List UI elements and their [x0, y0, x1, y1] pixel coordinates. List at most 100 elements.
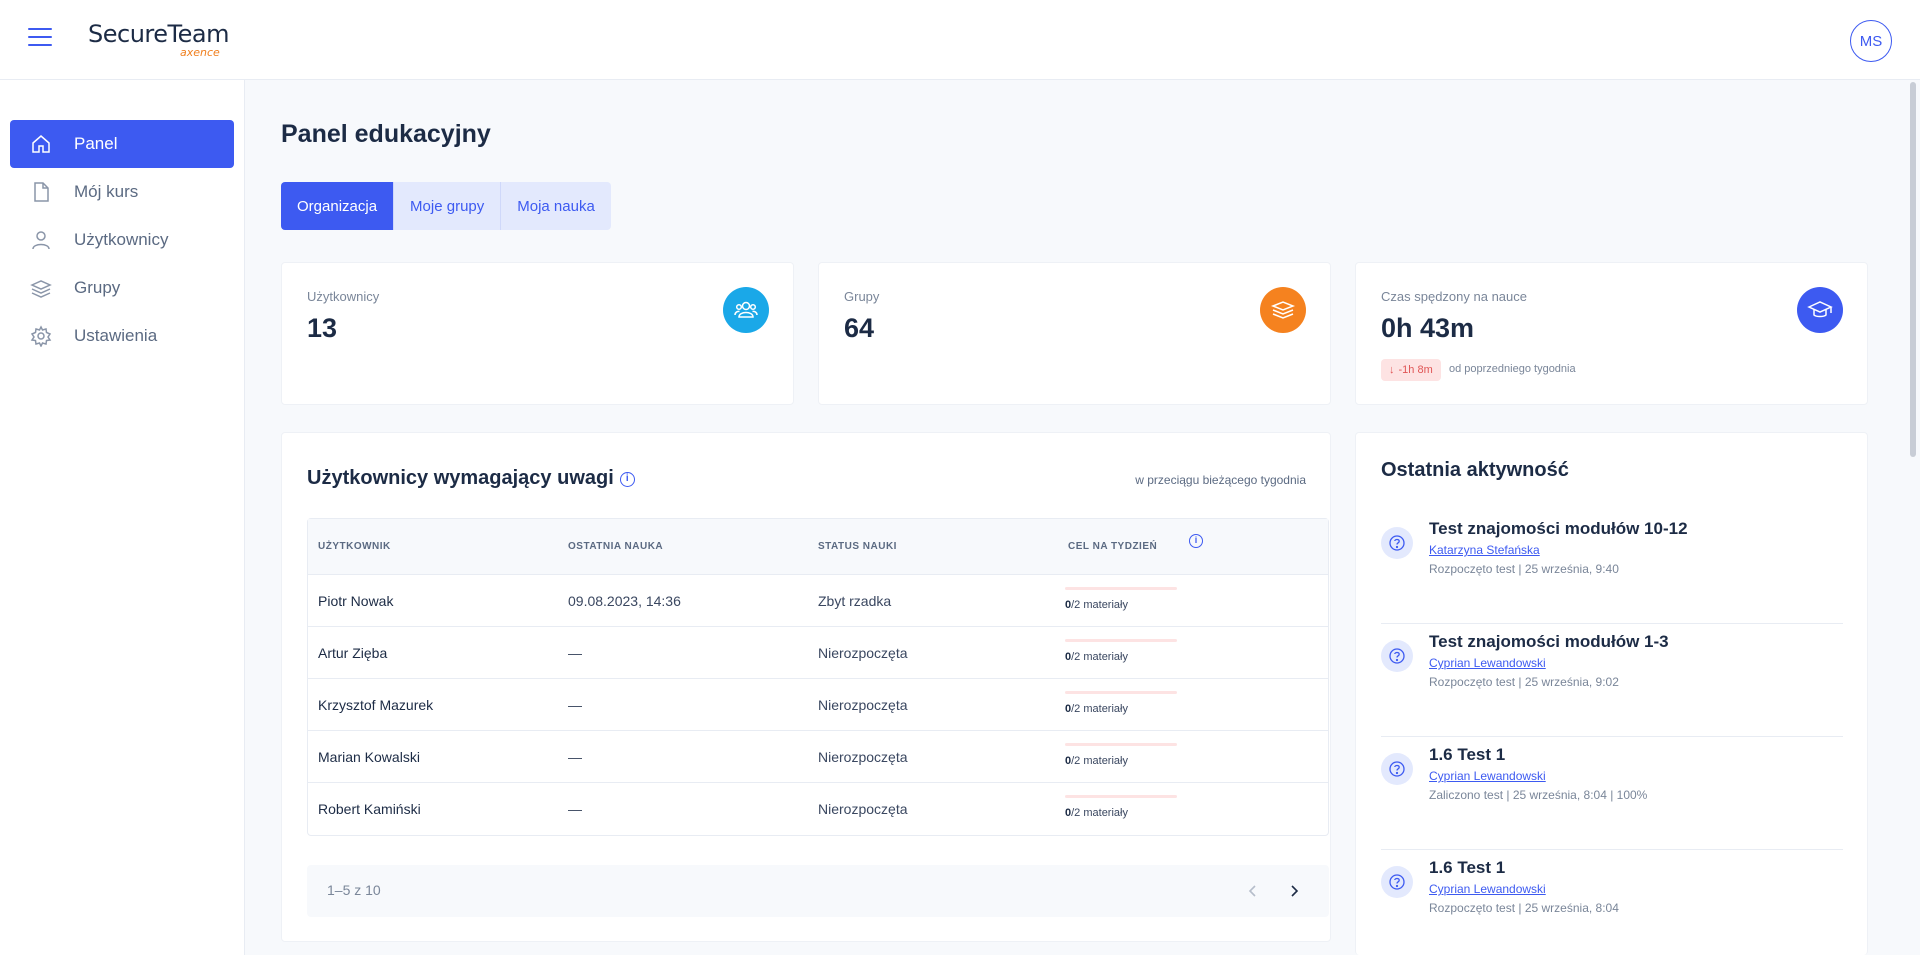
goal-done: 0: [1065, 755, 1072, 767]
sidebar-item-settings[interactable]: Ustawienia: [10, 312, 234, 360]
activity-meta: Rozpoczęto test | 25 września, 9:02: [1429, 675, 1619, 689]
stat-value: 0h 43m: [1381, 313, 1475, 343]
goal-total: /2 materiały: [1071, 651, 1128, 663]
cell-status: Nierozpoczęta: [818, 697, 908, 713]
tab-my-groups[interactable]: Moje grupy: [394, 182, 502, 230]
attention-card: Użytkownicy wymagający uwagi i w przeciąg…: [281, 432, 1331, 942]
goal-progress-bar: [1065, 743, 1177, 746]
users-icon: [723, 287, 769, 333]
cell-last-learning: —: [568, 645, 582, 661]
top-bar: SecureTeam axence MS: [0, 0, 1920, 80]
sidebar-item-users[interactable]: Użytkownicy: [10, 216, 234, 264]
activity-title-text: 1.6 Test 1: [1429, 745, 1506, 764]
table-row[interactable]: Marian Kowalski — Nierozpoczęta 0/2 mate…: [308, 731, 1328, 783]
activity-item: 1.6 Test 1 Cyprian Lewandowski Zaliczono…: [1381, 737, 1843, 850]
goal-total: /2 materiały: [1071, 703, 1128, 715]
info-icon[interactable]: i: [1189, 534, 1203, 548]
stat-value: 64: [844, 313, 875, 343]
sidebar-item-groups[interactable]: Grupy: [10, 264, 234, 312]
sidebar-item-my-course[interactable]: Mój kurs: [10, 168, 234, 216]
question-icon: [1381, 753, 1413, 785]
cell-status: Zbyt rzadka: [818, 593, 892, 609]
activity-meta: Rozpoczęto test | 25 września, 9:40: [1429, 562, 1619, 576]
logo-text: SecureTeam: [88, 20, 229, 48]
stat-card-groups: Grupy 64: [818, 262, 1331, 405]
layers-icon: [30, 277, 52, 299]
tab-organization[interactable]: Organizacja: [281, 182, 395, 230]
sidebar-item-label: Użytkownicy: [74, 230, 169, 249]
page-title: Panel edukacyjny: [281, 120, 491, 148]
goal-total: /2 materiały: [1071, 599, 1128, 611]
tab-my-learning[interactable]: Moja nauka: [501, 182, 611, 230]
delta-badge: ↓ -1h 8m: [1381, 359, 1441, 381]
attention-title: Użytkownicy wymagający uwagi: [307, 467, 614, 489]
cell-status: Nierozpoczęta: [818, 749, 908, 765]
goal-done: 0: [1065, 703, 1072, 715]
page-scrollbar[interactable]: [1910, 82, 1916, 457]
cell-user: Piotr Nowak: [318, 593, 394, 609]
activity-user-link[interactable]: Cyprian Lewandowski: [1429, 656, 1546, 670]
sidebar-item-panel[interactable]: Panel: [10, 120, 234, 168]
delta-note: od poprzedniego tygodnia: [1449, 363, 1576, 375]
activity-title: Ostatnia aktywność: [1381, 459, 1569, 481]
stat-label: Czas spędzony na nauce: [1381, 289, 1527, 304]
cell-status: Nierozpoczęta: [818, 801, 908, 817]
cell-goal: 0/2 materiały: [1065, 651, 1128, 663]
activity-user-link[interactable]: Cyprian Lewandowski: [1429, 882, 1546, 896]
pagination-text: 1–5 z 10: [327, 882, 381, 898]
question-icon: [1381, 866, 1413, 898]
table-header: UŻYTKOWNIK OSTATNIA NAUKA STATUS NAUKI C…: [308, 519, 1328, 575]
cell-user: Krzysztof Mazurek: [318, 697, 434, 713]
goal-total: /2 materiały: [1071, 755, 1128, 767]
goal-done: 0: [1065, 599, 1072, 611]
sidebar: Panel Mój kurs Użytkownicy Grupy Ustawie…: [0, 80, 245, 955]
arrow-down-icon: ↓: [1389, 364, 1395, 376]
attention-period: w przeciągu bieżącego tygodnia: [1135, 473, 1306, 487]
logo[interactable]: SecureTeam axence: [88, 20, 229, 60]
activity-title-text: Test znajomości modułów 10-12: [1429, 519, 1688, 538]
chevron-right-icon[interactable]: [1282, 879, 1306, 903]
activity-title-text: Test znajomości modułów 1-3: [1429, 632, 1669, 651]
attention-header: Użytkownicy wymagający uwagi i: [307, 467, 635, 490]
question-icon: [1381, 527, 1413, 559]
goal-done: 0: [1065, 651, 1072, 663]
column-header: CEL NA TYDZIEŃ: [1068, 541, 1158, 552]
cell-last-learning: —: [568, 749, 582, 765]
cell-goal: 0/2 materiały: [1065, 599, 1128, 611]
stat-label: Grupy: [844, 289, 880, 304]
cell-last-learning: —: [568, 801, 582, 817]
question-icon: [1381, 640, 1413, 672]
activity-item: Test znajomości modułów 1-3 Cyprian Lewa…: [1381, 624, 1843, 737]
stat-label: Użytkownicy: [307, 289, 380, 304]
activity-user-link[interactable]: Cyprian Lewandowski: [1429, 769, 1546, 783]
activity-user-link[interactable]: Katarzyna Stefańska: [1429, 543, 1540, 557]
user-icon: [30, 229, 52, 251]
logo-subtext: axence: [180, 46, 220, 59]
cell-user: Robert Kamiński: [318, 801, 421, 817]
activity-card: Ostatnia aktywność Test znajomości moduł…: [1355, 432, 1868, 955]
info-icon[interactable]: i: [619, 472, 635, 488]
column-header: UŻYTKOWNIK: [318, 541, 391, 552]
avatar[interactable]: MS: [1850, 20, 1892, 62]
home-icon: [30, 133, 52, 155]
table-row[interactable]: Piotr Nowak 09.08.2023, 14:36 Zbyt rzadk…: [308, 575, 1328, 627]
cell-last-learning: 09.08.2023, 14:36: [568, 593, 681, 609]
cell-status: Nierozpoczęta: [818, 645, 908, 661]
table-row[interactable]: Robert Kamiński — Nierozpoczęta 0/2 mate…: [308, 783, 1328, 835]
cell-user: Marian Kowalski: [318, 749, 420, 765]
layers-icon: [1260, 287, 1306, 333]
column-header: OSTATNIA NAUKA: [568, 541, 664, 552]
cell-user: Artur Zięba: [318, 645, 388, 661]
activity-title-text: 1.6 Test 1: [1429, 858, 1506, 877]
sidebar-item-label: Mój kurs: [74, 182, 139, 201]
menu-icon[interactable]: [28, 28, 52, 50]
table-row[interactable]: Krzysztof Mazurek — Nierozpoczęta 0/2 ma…: [308, 679, 1328, 731]
activity-item: Test znajomości modułów 10-12 Katarzyna …: [1381, 511, 1843, 624]
stat-card-learning-time: Czas spędzony na nauce 0h 43m ↓ -1h 8m o…: [1355, 262, 1868, 405]
chevron-left-icon[interactable]: [1241, 879, 1265, 903]
gear-icon: [30, 325, 52, 347]
goal-progress-bar: [1065, 639, 1177, 642]
table-row[interactable]: Artur Zięba — Nierozpoczęta 0/2 materiał…: [308, 627, 1328, 679]
goal-progress-bar: [1065, 587, 1177, 590]
goal-progress-bar: [1065, 795, 1177, 798]
